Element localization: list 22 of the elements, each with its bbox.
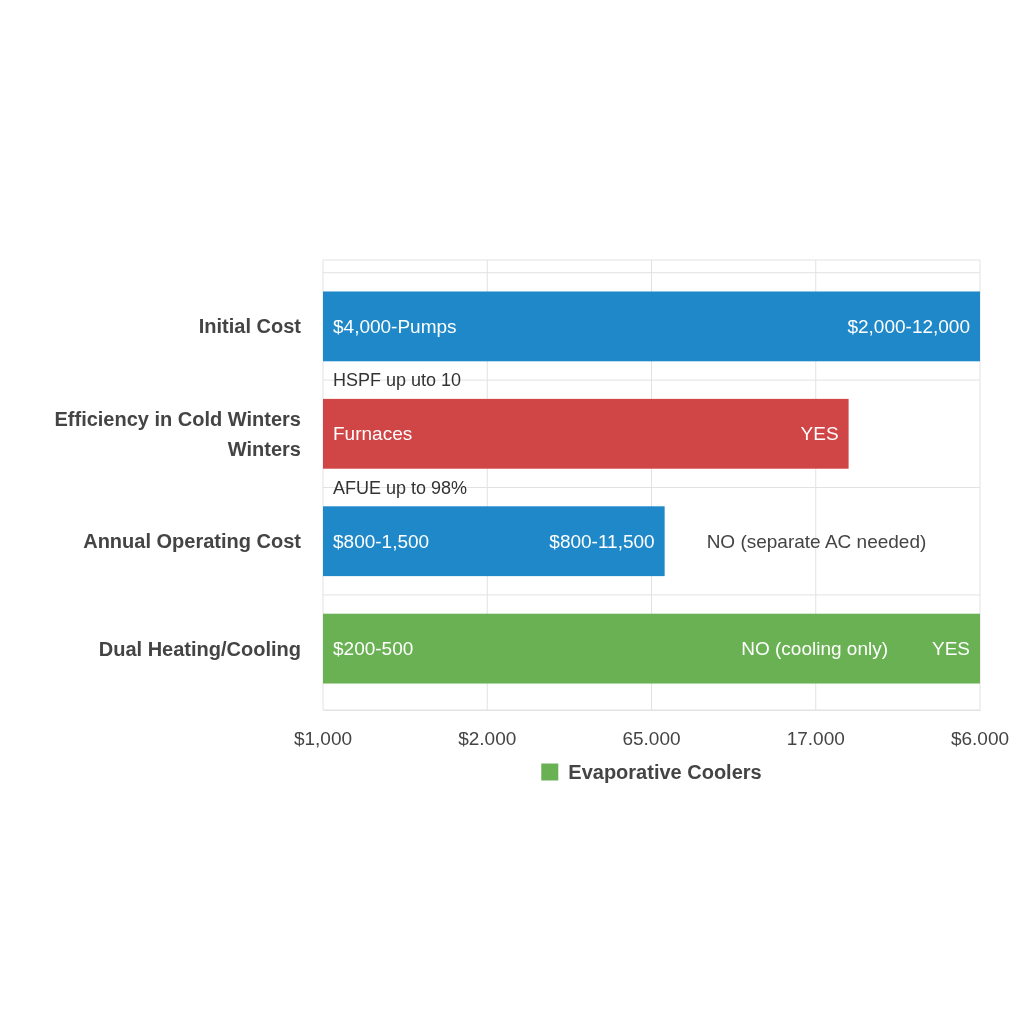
annotation: YES (800, 423, 839, 445)
annotation: NO (separate AC needed) (706, 530, 927, 552)
y-tick-label: Initial Cost (198, 315, 302, 338)
annotation: $800-11,500 (549, 530, 655, 552)
text: $2.000 (458, 727, 517, 749)
y-tick-label: Dual Heating/Cooling (98, 637, 301, 660)
text: 17.000 (786, 727, 845, 749)
text: $6.000 (950, 727, 1010, 749)
legend-label: Evaporative Coolers (568, 761, 762, 783)
annotation: Furnaces (333, 423, 413, 445)
y-tick-label: Efficiency in Cold Winters Winters (54, 407, 301, 460)
annotation: NO (cooling only) (741, 638, 889, 660)
annotation: $800-1,500 (333, 530, 430, 552)
annotation: AFUE up to 98% (333, 477, 468, 498)
annotation: YES (931, 638, 970, 660)
annotation: $4,000-Pumps (333, 316, 457, 338)
annotation: $200-500 (333, 638, 414, 660)
text: 65.000 (622, 727, 681, 749)
text: $1,000 (293, 727, 353, 749)
annotation: $2,000-12,000 (847, 316, 970, 338)
y-tick-label: Annual Operating Cost (83, 530, 302, 553)
annotation: HSPF up uto 10 (333, 370, 462, 391)
